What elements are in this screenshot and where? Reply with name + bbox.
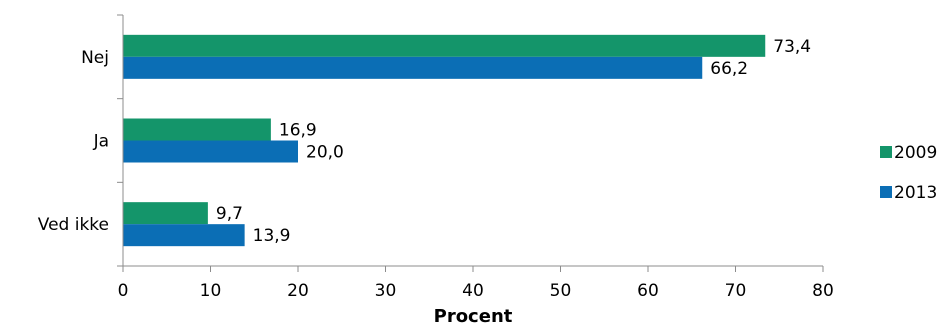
legend-swatch-2009 xyxy=(880,146,892,158)
x-tick-label-10: 10 xyxy=(200,281,222,301)
x-tick-label-50: 50 xyxy=(550,281,572,301)
x-tick-label-70: 70 xyxy=(725,281,747,301)
category-label-1: Nej xyxy=(81,48,109,68)
data-label-2013-3: 13,9 xyxy=(253,226,291,246)
data-label-2013-2: 20,0 xyxy=(306,143,344,163)
data-label-2009-2: 16,9 xyxy=(279,121,317,141)
bar-2013-1 xyxy=(123,56,703,79)
x-tick-label-0: 0 xyxy=(118,281,129,301)
bar-2013-2 xyxy=(123,140,298,163)
category-label-3: Ved ikke xyxy=(38,215,109,235)
labels-layer: 73,4 66,2 Nej 16,920,0 Ja 9,7 13,9 Ved ikke 0 10 2… xyxy=(38,37,834,301)
bar-2009-1 xyxy=(123,34,766,57)
x-tick-label-30: 30 xyxy=(375,281,397,301)
x-tick-label-20: 20 xyxy=(287,281,309,301)
data-label-2009-3: 9,7 xyxy=(216,204,243,224)
category-label-2: Ja xyxy=(93,132,109,152)
x-tick-label-80: 80 xyxy=(812,281,834,301)
legend-swatch-2013 xyxy=(880,186,892,198)
x-tick-label-60: 60 xyxy=(637,281,659,301)
legend-label-2013: 2013 xyxy=(894,183,937,203)
legend-label-2009: 2009 xyxy=(894,143,937,163)
data-label-2009-1: 73,4 xyxy=(773,37,811,57)
bar-2013-3 xyxy=(123,224,245,247)
data-label-2013-1: 66,2 xyxy=(710,59,748,79)
x-tick-label-40: 40 xyxy=(462,281,484,301)
bar-2009-2 xyxy=(123,118,271,141)
legend: 2009 2013 xyxy=(880,143,937,203)
bars-layer xyxy=(123,34,766,247)
axes-layer xyxy=(117,14,824,272)
bar-2009-3 xyxy=(123,202,208,225)
x-axis-title: Procent xyxy=(434,306,513,327)
